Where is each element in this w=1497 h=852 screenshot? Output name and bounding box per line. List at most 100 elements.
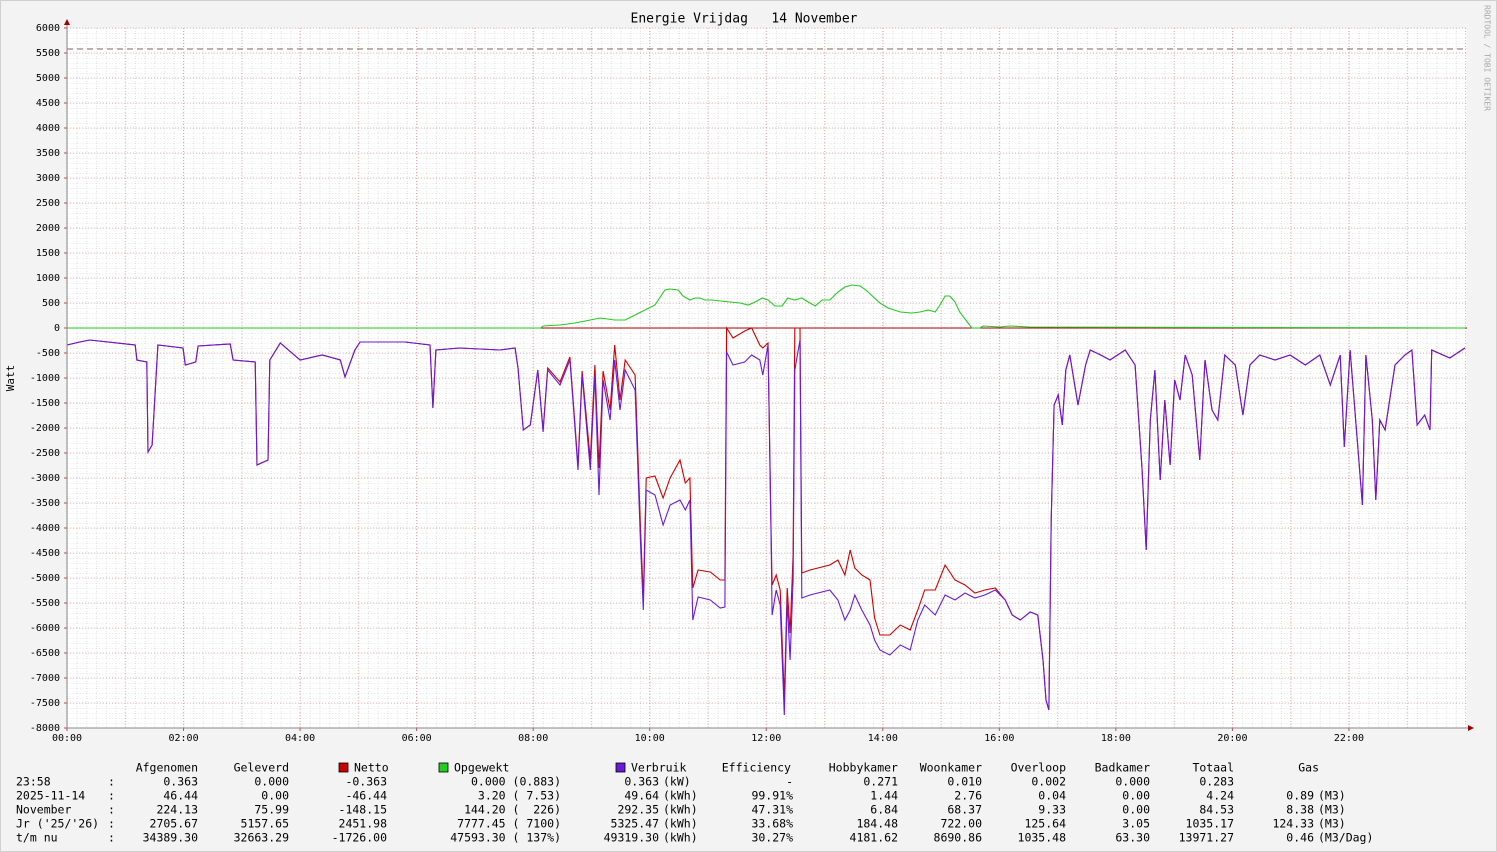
table-cell: 8690.86: [934, 831, 983, 845]
unit: (kWh): [663, 803, 698, 817]
gas-unit: (M3): [1318, 817, 1346, 831]
row-label: 2025-11-14: [16, 789, 85, 803]
table-cell: 30.27%: [751, 831, 793, 845]
table-cell: 49319.30: [604, 831, 659, 845]
separator: :: [108, 775, 115, 789]
gas-unit: (M3/Dag): [1318, 831, 1373, 845]
chart-title: Energie Vrijdag 14 November: [631, 12, 858, 27]
legend-label: Netto: [354, 761, 389, 775]
y-tick-label: -7000: [30, 673, 60, 684]
unit: (kWh): [663, 831, 698, 845]
column-header: Overloop: [1011, 761, 1066, 775]
column-header: Geleverd: [234, 761, 289, 775]
x-tick-label: 00:00: [52, 733, 82, 744]
table-cell: 2451.98: [339, 817, 388, 831]
table-cell: 1035.48: [1018, 831, 1067, 845]
grid: [64, 27, 1467, 731]
y-tick-label: 500: [42, 298, 60, 309]
table-cell: 7777.45 ( 7100): [457, 817, 561, 831]
y-tick-label: -2000: [30, 423, 60, 434]
x-tick-label: 18:00: [1101, 733, 1131, 744]
x-tick-label: 12:00: [751, 733, 781, 744]
table-cell: 0.271: [863, 775, 898, 789]
x-tick-label: 20:00: [1217, 733, 1247, 744]
plot: [66, 48, 1467, 716]
table-cell: 99.91%: [751, 789, 793, 803]
y-tick-label: 4000: [36, 123, 60, 134]
table-cell: 1.44: [870, 789, 898, 803]
table-cell: 33.68%: [751, 817, 793, 831]
unit: (kWh): [663, 789, 698, 803]
x-tick-label: 02:00: [168, 733, 198, 744]
x-tick-label: 04:00: [285, 733, 315, 744]
table-cell: 63.30: [1115, 831, 1150, 845]
separator: :: [108, 803, 115, 817]
table-cell: 124.33: [1272, 817, 1314, 831]
table-cell: 0.363: [624, 775, 659, 789]
row-label: November: [16, 803, 71, 817]
column-header: Totaal: [1192, 761, 1234, 775]
table-cell: 5157.65: [241, 817, 289, 831]
column-header: Efficiency: [722, 761, 791, 775]
table-cell: 84.53: [1199, 803, 1234, 817]
gas-unit: (M3): [1318, 789, 1346, 803]
table-cell: 34389.30: [143, 831, 198, 845]
table-cell: -46.44: [345, 789, 387, 803]
table-cell: -148.15: [339, 803, 387, 817]
y-tick-label: -5500: [30, 598, 60, 609]
legend-swatch: [438, 762, 449, 773]
axis-arrow: [1468, 725, 1474, 731]
unit: (kWh): [663, 817, 698, 831]
legend-table: Afgenomen Geleverd Efficiency Hobbykamer Woo…: [16, 761, 1373, 845]
y-tick-label: -7500: [30, 698, 60, 709]
y-tick-label: 2000: [36, 223, 60, 234]
y-tick-label: -6000: [30, 623, 60, 634]
x-tick-label: 14:00: [868, 733, 898, 744]
unit: (kW): [663, 775, 691, 789]
table-cell: 125.64: [1024, 817, 1066, 831]
table-cell: 49.64: [624, 789, 659, 803]
table-cell: 3.05: [1122, 817, 1150, 831]
y-tick-label: -4000: [30, 523, 60, 534]
row-label: 23:58: [16, 775, 51, 789]
separator: :: [108, 831, 115, 845]
y-tick-label: 1000: [36, 273, 60, 284]
axis-arrow: [64, 19, 70, 25]
table-cell: 4.24: [1206, 789, 1234, 803]
table-cell: 224.13: [156, 803, 198, 817]
table-cell: 0.04: [1038, 789, 1066, 803]
gas-unit: (M3): [1318, 803, 1346, 817]
table-cell: 8.38: [1286, 803, 1314, 817]
y-tick-label: 4500: [36, 98, 60, 109]
table-cell: 75.99: [254, 803, 289, 817]
y-tick-label: -1000: [30, 373, 60, 384]
table-cell: 0.00: [1122, 789, 1150, 803]
row-label: t/m nu: [16, 831, 58, 845]
y-tick-label: 2500: [36, 198, 60, 209]
table-cell: 0.363: [163, 775, 198, 789]
y-tick-label: 5000: [36, 73, 60, 84]
separator: :: [108, 817, 115, 831]
column-header: Woonkamer: [920, 761, 982, 775]
table-cell: 2.76: [954, 789, 982, 803]
table-cell: 0.46: [1286, 831, 1314, 845]
y-tick-label: -3000: [30, 473, 60, 484]
table-cell: -1726.00: [332, 831, 387, 845]
table-cell: 1035.17: [1186, 817, 1235, 831]
legend-label: Verbruik: [631, 761, 686, 775]
series-line: [66, 339, 1466, 716]
legend-swatch: [615, 762, 626, 773]
x-tick-label: 06:00: [402, 733, 432, 744]
table-cell: 3.20 ( 7.53): [478, 789, 561, 803]
row-label: Jr ('25/'26): [16, 817, 99, 831]
legend-swatch: [338, 762, 349, 773]
y-tick-label: -8000: [30, 723, 60, 734]
table-cell: 0.002: [1031, 775, 1066, 789]
y-tick-label: -6500: [30, 648, 60, 659]
y-tick-label: 5500: [36, 48, 60, 59]
table-cell: 4181.62: [850, 831, 898, 845]
table-cell: 0.00: [1122, 803, 1150, 817]
table-cell: 47593.30 ( 137%): [450, 831, 561, 845]
y-tick-label: -2500: [30, 448, 60, 459]
